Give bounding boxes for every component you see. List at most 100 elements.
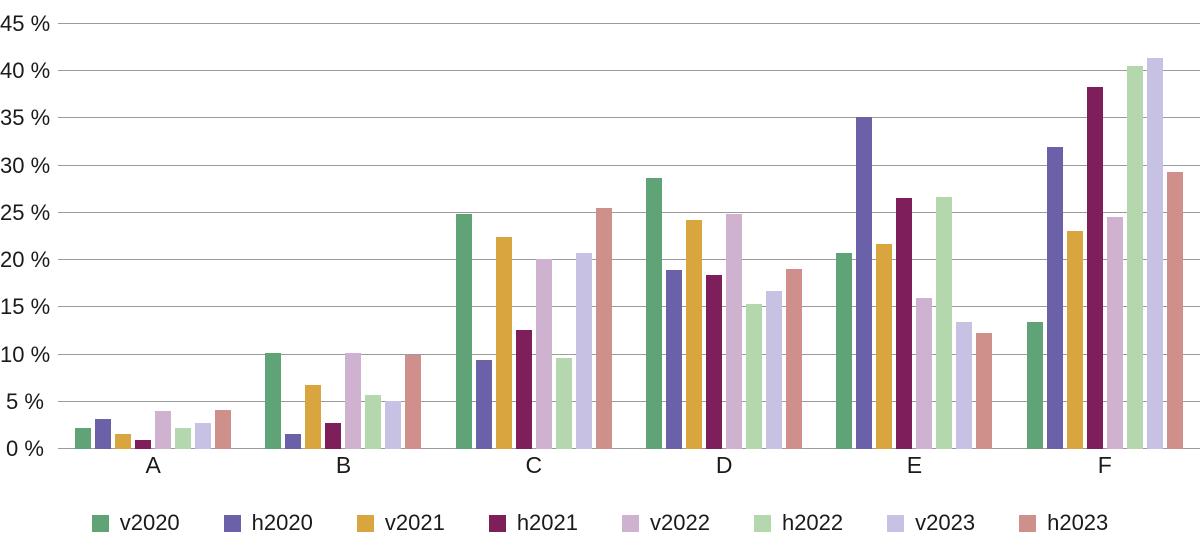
gridline bbox=[58, 117, 1200, 119]
bar-group-B bbox=[248, 24, 438, 449]
bar-v2021-F bbox=[1066, 230, 1083, 449]
bar-v2020-A bbox=[75, 428, 92, 449]
plot-area bbox=[58, 23, 1200, 449]
bar-h2023-B bbox=[405, 354, 422, 449]
legend-label: v2021 bbox=[384, 510, 445, 535]
legend-label: v2020 bbox=[119, 510, 180, 535]
bar-v2021-D bbox=[686, 219, 703, 449]
bar-v2023-D bbox=[766, 291, 783, 449]
gridline bbox=[58, 211, 1200, 213]
legend-label: v2023 bbox=[915, 510, 976, 535]
bar-h2021-C bbox=[515, 330, 532, 449]
bar-h2021-F bbox=[1086, 87, 1103, 449]
bar-h2020-C bbox=[475, 360, 492, 449]
bar-v2020-D bbox=[646, 177, 663, 449]
bar-v2020-B bbox=[265, 352, 282, 449]
gridline bbox=[58, 70, 1200, 72]
bar-v2022-E bbox=[916, 297, 933, 449]
bar-v2022-A bbox=[155, 411, 172, 449]
bar-h2021-A bbox=[135, 439, 152, 449]
bar-group-C bbox=[439, 24, 629, 449]
legend-label: v2022 bbox=[650, 510, 710, 535]
y-axis-tick-label: 35 % bbox=[0, 105, 51, 131]
bar-h2022-D bbox=[746, 303, 763, 449]
bar-v2020-F bbox=[1026, 322, 1043, 449]
bar-v2021-B bbox=[305, 384, 322, 449]
legend-item-v2023: v2023 bbox=[887, 510, 975, 536]
bar-h2023-F bbox=[1166, 172, 1183, 449]
bar-v2023-A bbox=[195, 422, 212, 449]
legend-swatch-icon bbox=[753, 514, 771, 532]
bar-v2020-C bbox=[455, 213, 472, 449]
bar-h2023-D bbox=[786, 268, 803, 449]
bar-v2022-F bbox=[1106, 216, 1123, 449]
bar-v2021-E bbox=[876, 244, 893, 449]
bar-h2022-F bbox=[1126, 65, 1143, 449]
y-axis-tick-label: 15 % bbox=[0, 294, 51, 320]
bar-h2022-A bbox=[175, 428, 192, 449]
legend-swatch-icon bbox=[91, 514, 109, 532]
gridline bbox=[58, 400, 1200, 402]
bar-v2022-B bbox=[345, 352, 362, 449]
legend-swatch-icon bbox=[488, 514, 506, 532]
legend-item-v2020: v2020 bbox=[91, 510, 180, 536]
bar-group-F bbox=[1010, 24, 1200, 449]
bar-h2023-A bbox=[215, 410, 232, 449]
legend-item-h2023: h2023 bbox=[1019, 510, 1108, 536]
bar-v2023-B bbox=[385, 400, 402, 449]
legend-item-h2020: h2020 bbox=[223, 510, 313, 536]
x-axis: A B C D E F bbox=[58, 452, 1200, 479]
x-axis-category-label: B bbox=[335, 452, 352, 478]
legend-swatch-icon bbox=[887, 514, 905, 532]
bar-h2021-D bbox=[706, 275, 723, 449]
gridline bbox=[58, 259, 1200, 261]
legend-label: h2021 bbox=[516, 510, 578, 535]
y-axis-tick-label: 20 % bbox=[0, 247, 51, 273]
legend-swatch-icon bbox=[223, 514, 241, 532]
bar-v2021-A bbox=[115, 433, 132, 449]
bar-h2020-D bbox=[666, 269, 683, 449]
bar-h2021-B bbox=[325, 422, 342, 449]
bar-h2021-E bbox=[896, 197, 913, 449]
bar-h2020-F bbox=[1046, 146, 1063, 449]
bar-h2020-B bbox=[285, 433, 302, 449]
bar-group-D bbox=[629, 24, 819, 449]
bar-v2020-E bbox=[836, 252, 853, 449]
gridline bbox=[58, 448, 1200, 449]
bar-h2022-C bbox=[555, 358, 572, 449]
gridline bbox=[58, 353, 1200, 355]
legend-item-v2021: v2021 bbox=[356, 510, 445, 536]
bar-group-A bbox=[58, 24, 248, 449]
y-axis-tick-label: 45 % bbox=[0, 11, 51, 36]
y-axis-tick-label: 30 % bbox=[0, 152, 51, 178]
legend-swatch-icon bbox=[356, 514, 374, 532]
bar-v2023-C bbox=[575, 252, 592, 449]
bar-h2020-A bbox=[95, 418, 112, 449]
legend-label: h2020 bbox=[251, 510, 313, 535]
x-axis-category-label: C bbox=[525, 452, 543, 478]
bar-v2023-F bbox=[1146, 58, 1163, 449]
bar-v2022-C bbox=[535, 259, 552, 449]
x-axis-category-label: F bbox=[1097, 452, 1112, 478]
bar-v2023-E bbox=[956, 321, 973, 449]
y-axis-tick-label: 40 % bbox=[0, 58, 51, 84]
bar-h2022-E bbox=[936, 196, 953, 449]
x-axis-category-label: A bbox=[145, 452, 161, 478]
y-axis-tick-label: 10 % bbox=[0, 341, 51, 367]
bar-v2022-D bbox=[726, 213, 743, 449]
bar-groups bbox=[58, 24, 1200, 449]
bar-h2023-E bbox=[976, 332, 993, 449]
legend-item-v2022: v2022 bbox=[622, 510, 710, 536]
bar-group-E bbox=[819, 24, 1009, 449]
bar-h2022-B bbox=[365, 395, 382, 449]
legend-label: h2023 bbox=[1047, 510, 1109, 535]
legend-swatch-icon bbox=[622, 514, 639, 532]
gridline bbox=[58, 23, 1200, 24]
gridline bbox=[58, 164, 1200, 166]
legend-item-h2021: h2021 bbox=[488, 510, 578, 536]
legend-label: h2022 bbox=[781, 510, 844, 535]
legend: v2020 h2020 v2021 h2021 v2022 h2022 v2023 h2023 bbox=[0, 510, 1200, 536]
bar-h2023-C bbox=[595, 208, 612, 449]
y-axis-tick-label: 0 % bbox=[6, 436, 44, 461]
